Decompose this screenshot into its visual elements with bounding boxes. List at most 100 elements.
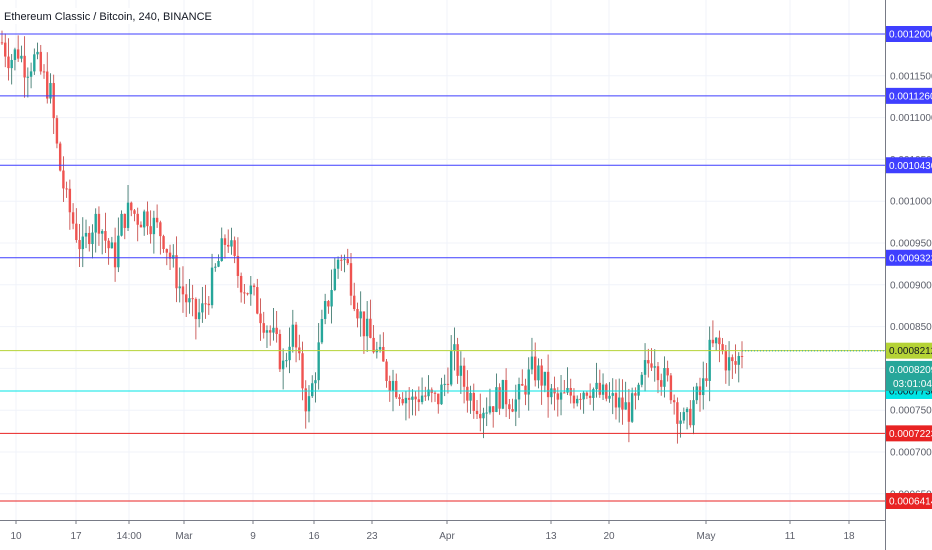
level-price-label: 0.0009323 bbox=[889, 253, 932, 264]
time-tick-label: 10 bbox=[10, 531, 22, 542]
candle-body bbox=[737, 356, 740, 365]
candle-body bbox=[259, 313, 262, 324]
candle-body bbox=[685, 408, 689, 413]
candle-body bbox=[236, 255, 240, 276]
time-tick-label: Apr bbox=[439, 531, 455, 542]
candle-body bbox=[718, 337, 721, 345]
candle-body bbox=[94, 213, 97, 233]
candle-body bbox=[207, 303, 211, 306]
candle-body bbox=[365, 318, 369, 337]
time-tick-label: 23 bbox=[366, 531, 378, 542]
candle-body bbox=[285, 360, 288, 362]
candle-body bbox=[349, 263, 353, 296]
candle-body bbox=[49, 83, 52, 99]
candle-body bbox=[637, 384, 640, 396]
candle-body bbox=[372, 337, 375, 353]
candle-body bbox=[643, 360, 647, 375]
candle-body bbox=[33, 54, 36, 72]
candle-body bbox=[168, 252, 172, 259]
candle-body bbox=[608, 395, 611, 399]
candle-body bbox=[411, 396, 414, 400]
time-tick-label: May bbox=[697, 531, 716, 542]
candle-body bbox=[437, 393, 440, 405]
candle-body bbox=[420, 395, 424, 403]
candle-body bbox=[191, 298, 194, 300]
candle-body bbox=[291, 324, 295, 347]
candle-body bbox=[521, 384, 524, 386]
candle-body bbox=[133, 210, 136, 214]
candle-body bbox=[663, 368, 666, 387]
candle-body bbox=[42, 71, 46, 73]
candle-body bbox=[288, 346, 291, 361]
candle-body bbox=[588, 395, 592, 398]
candle-body bbox=[272, 327, 275, 333]
candle-body bbox=[433, 392, 437, 394]
candle-body bbox=[462, 365, 466, 387]
candle-body bbox=[204, 303, 207, 305]
candle-body bbox=[385, 361, 388, 381]
candle-body bbox=[136, 213, 139, 225]
candle-body bbox=[23, 55, 26, 78]
candle-body bbox=[142, 211, 146, 228]
candle-body bbox=[26, 76, 30, 78]
level-price-label: 0.0006414 bbox=[889, 496, 932, 507]
candle-body bbox=[511, 409, 514, 412]
candle-body bbox=[446, 383, 450, 385]
candle-body bbox=[595, 382, 598, 390]
candle-body bbox=[498, 387, 501, 409]
candle-body bbox=[449, 351, 453, 385]
time-axis[interactable]: 10 17 14:00 Mar 9 16 23 Apr 13 20 May 11 18 bbox=[10, 520, 855, 542]
candle-body bbox=[362, 311, 366, 337]
candle-body bbox=[152, 217, 156, 235]
candle-body bbox=[188, 298, 191, 303]
candle-body bbox=[572, 395, 576, 404]
candle-body bbox=[508, 404, 511, 410]
candle-body bbox=[281, 360, 285, 370]
candle-body bbox=[378, 346, 382, 350]
candle-body bbox=[107, 240, 110, 249]
candle-body bbox=[29, 71, 33, 77]
candle-body bbox=[734, 361, 737, 365]
candle-body bbox=[91, 232, 94, 245]
candle-body bbox=[514, 399, 517, 412]
candle-body bbox=[13, 49, 17, 60]
candle-body bbox=[139, 224, 143, 228]
candle-body bbox=[624, 402, 627, 410]
last-price-badge bbox=[886, 360, 932, 391]
level-price-badge bbox=[886, 157, 932, 174]
candle-body bbox=[401, 399, 404, 404]
candle-body bbox=[159, 222, 162, 237]
candle-body bbox=[592, 389, 595, 398]
candle-body bbox=[165, 249, 169, 253]
candle-body bbox=[265, 330, 269, 333]
candle-body bbox=[634, 393, 637, 396]
candle-body bbox=[175, 255, 178, 289]
candle-body bbox=[689, 408, 692, 426]
bar-countdown-label: 03:01:04 bbox=[893, 379, 932, 390]
candle-body bbox=[307, 396, 311, 412]
candle-body bbox=[692, 400, 695, 426]
horizontal-levels[interactable] bbox=[0, 33, 885, 502]
candle-body bbox=[327, 301, 330, 307]
candle-body bbox=[117, 235, 120, 268]
candle-body bbox=[197, 312, 201, 320]
candle-body bbox=[488, 406, 492, 413]
candle-body bbox=[601, 384, 605, 395]
candles bbox=[0, 30, 744, 444]
candle-body bbox=[666, 368, 669, 376]
candle-body bbox=[110, 242, 114, 249]
candle-body bbox=[559, 392, 563, 400]
candle-body bbox=[269, 330, 272, 333]
candle-body bbox=[679, 420, 682, 424]
candle-body bbox=[550, 388, 553, 398]
candle-body bbox=[740, 356, 744, 358]
candle-body bbox=[614, 393, 618, 408]
level-price-label: 0.0008212 bbox=[889, 346, 932, 357]
level-price-label: 0.0012000 bbox=[889, 30, 932, 41]
candle-body bbox=[705, 378, 708, 381]
candle-body bbox=[256, 287, 259, 314]
